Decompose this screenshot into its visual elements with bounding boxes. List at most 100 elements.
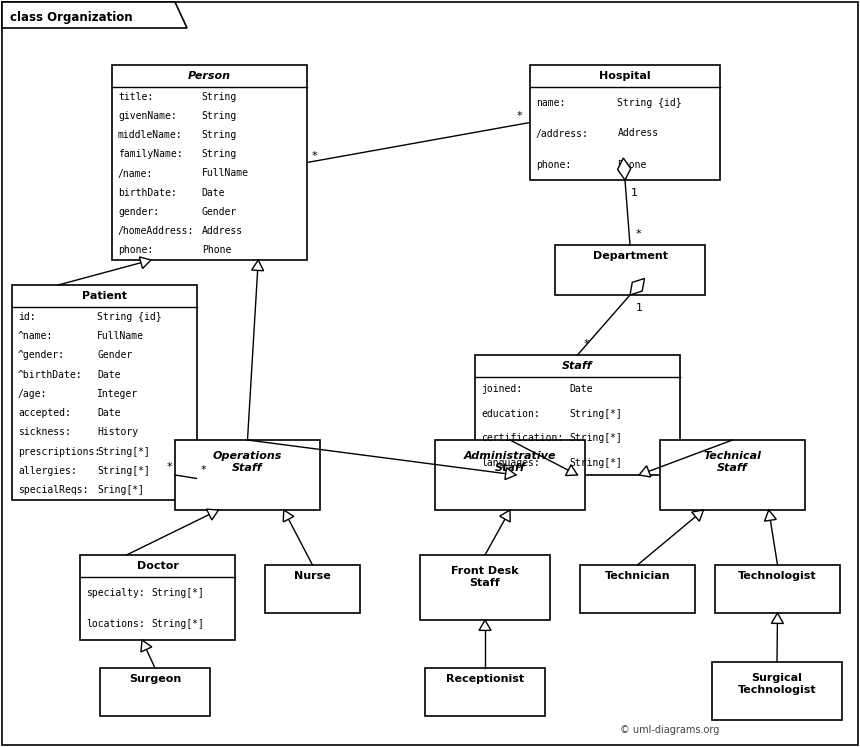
Text: Technician: Technician [605, 571, 670, 581]
Bar [425, 668, 545, 716]
Text: String {id}: String {id} [97, 311, 162, 322]
Text: languages:: languages: [481, 458, 540, 468]
Text: Person: Person [188, 71, 231, 81]
Text: *: * [167, 462, 173, 472]
Text: *: * [312, 152, 317, 161]
Polygon shape [639, 465, 651, 477]
Text: Patient: Patient [82, 291, 127, 301]
Text: /name:: /name: [118, 169, 153, 179]
Polygon shape [479, 620, 491, 630]
Text: accepted:: accepted: [18, 408, 71, 418]
Text: /age:: /age: [18, 389, 47, 399]
Text: phone:: phone: [536, 160, 571, 170]
Bar [712, 662, 842, 720]
Text: ^gender:: ^gender: [18, 350, 65, 360]
Text: phone:: phone: [118, 245, 153, 255]
Text: String: String [202, 92, 237, 102]
Text: FullName: FullName [202, 169, 249, 179]
Text: /homeAddress:: /homeAddress: [118, 226, 194, 236]
Text: String: String [202, 149, 237, 159]
Text: joined:: joined: [481, 384, 522, 394]
Polygon shape [283, 510, 294, 522]
Text: String {id}: String {id} [617, 98, 682, 108]
Bar [660, 440, 805, 510]
Text: String[*]: String[*] [97, 466, 150, 476]
Text: specialty:: specialty: [86, 588, 144, 598]
Bar [580, 565, 695, 613]
Text: sickness:: sickness: [18, 427, 71, 438]
Text: Integer: Integer [97, 389, 138, 399]
Text: Gender: Gender [97, 350, 132, 360]
Polygon shape [765, 510, 777, 521]
Polygon shape [252, 260, 264, 270]
Text: Phone: Phone [202, 245, 231, 255]
Text: 1: 1 [631, 188, 638, 198]
Text: *: * [201, 465, 206, 476]
Text: Date: Date [97, 408, 120, 418]
Text: Surgeon: Surgeon [129, 674, 181, 684]
Bar [475, 355, 680, 475]
Text: Doctor: Doctor [137, 561, 178, 571]
Text: *: * [636, 229, 642, 239]
Text: prescriptions:: prescriptions: [18, 447, 101, 456]
Text: familyName:: familyName: [118, 149, 182, 159]
Text: Date: Date [97, 370, 120, 379]
Text: 1: 1 [636, 303, 643, 313]
Bar [12, 285, 197, 500]
Bar [420, 555, 550, 620]
Text: certification:: certification: [481, 433, 563, 443]
Text: Phone: Phone [617, 160, 647, 170]
Text: name:: name: [536, 98, 565, 108]
Text: Hospital: Hospital [599, 71, 651, 81]
Bar [100, 668, 210, 716]
Text: ^name:: ^name: [18, 331, 53, 341]
Text: String: String [202, 111, 237, 121]
Text: birthDate:: birthDate: [118, 187, 177, 198]
Text: String[*]: String[*] [569, 409, 622, 419]
Polygon shape [206, 509, 218, 520]
Polygon shape [691, 510, 703, 521]
Text: Nurse: Nurse [294, 571, 331, 581]
Text: specialReqs:: specialReqs: [18, 486, 89, 495]
Text: Receptionist: Receptionist [446, 674, 524, 684]
Text: String[*]: String[*] [151, 588, 204, 598]
Text: education:: education: [481, 409, 540, 419]
Text: Staff: Staff [562, 361, 593, 371]
Text: Administrative
Staff: Administrative Staff [464, 450, 556, 473]
Polygon shape [505, 468, 516, 480]
Bar [265, 565, 360, 613]
Text: Address: Address [202, 226, 243, 236]
Polygon shape [139, 257, 151, 268]
Polygon shape [630, 279, 644, 295]
Text: String: String [202, 130, 237, 140]
Text: © uml-diagrams.org: © uml-diagrams.org [620, 725, 719, 735]
Text: title:: title: [118, 92, 153, 102]
Text: ^birthDate:: ^birthDate: [18, 370, 83, 379]
Text: String[*]: String[*] [97, 447, 150, 456]
Text: Department: Department [593, 251, 667, 261]
Polygon shape [617, 158, 630, 180]
Polygon shape [566, 465, 578, 476]
Polygon shape [2, 2, 187, 28]
Text: Gender: Gender [202, 207, 237, 217]
Text: *: * [583, 339, 589, 349]
Text: Front Desk
Staff: Front Desk Staff [452, 565, 519, 588]
Text: Address: Address [617, 128, 659, 138]
Text: gender:: gender: [118, 207, 159, 217]
Bar [555, 245, 705, 295]
Text: id:: id: [18, 311, 35, 322]
Text: Date: Date [569, 384, 593, 394]
Text: *: * [516, 111, 522, 122]
Text: locations:: locations: [86, 619, 144, 629]
Polygon shape [500, 510, 510, 522]
Text: allergies:: allergies: [18, 466, 77, 476]
Text: givenName:: givenName: [118, 111, 177, 121]
Text: FullName: FullName [97, 331, 144, 341]
Text: Technical
Staff: Technical Staff [703, 450, 761, 473]
Bar [112, 65, 307, 260]
Text: String[*]: String[*] [569, 458, 622, 468]
Bar [530, 65, 720, 180]
Text: class Organization: class Organization [10, 11, 132, 25]
Bar [175, 440, 320, 510]
Text: Surgical
Technologist: Surgical Technologist [738, 673, 816, 695]
